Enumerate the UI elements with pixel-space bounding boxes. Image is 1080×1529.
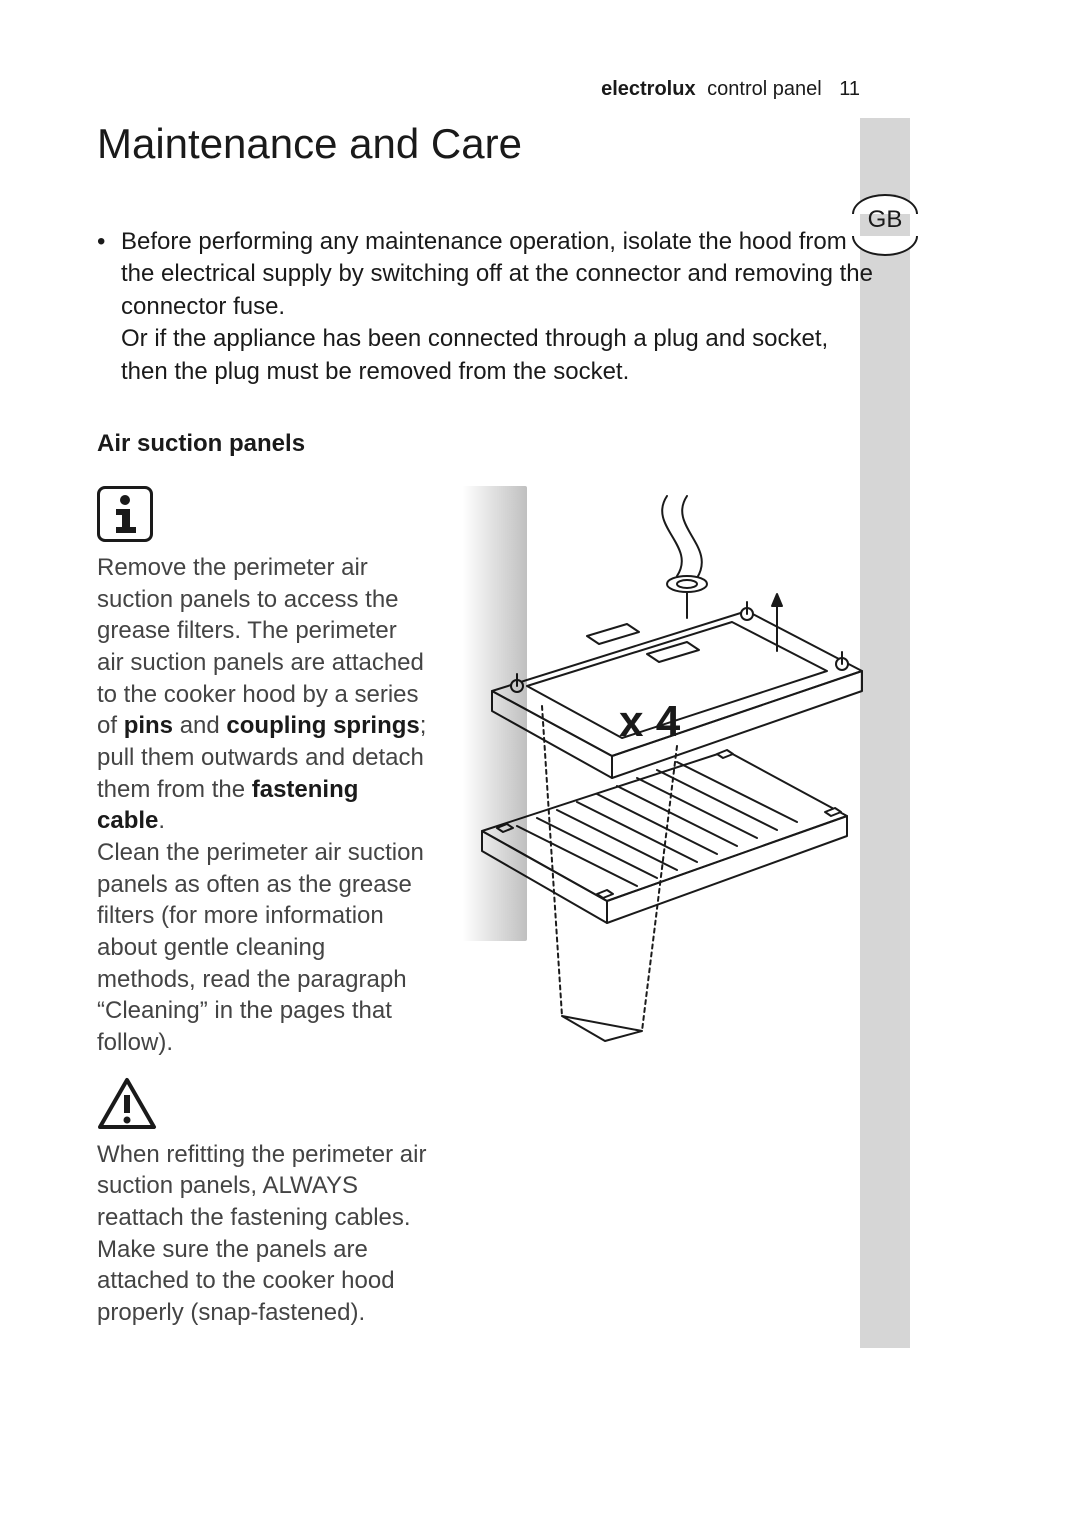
brand-name: electrolux	[601, 78, 695, 100]
two-column-layout: Remove the perimeter air suction panels …	[97, 486, 877, 1329]
text-column: Remove the perimeter air suction panels …	[97, 486, 427, 1329]
info-paragraph-1: Remove the perimeter air suction panels …	[97, 552, 427, 837]
bullet-dot: •	[97, 226, 121, 323]
diagram-multiplier-label: x 4	[619, 697, 681, 746]
air-suction-diagram: x 4	[447, 486, 877, 1046]
safety-text-2: Or if the appliance has been connected t…	[97, 323, 877, 388]
safety-bullet: • Before performing any maintenance oper…	[97, 226, 877, 388]
info-paragraph-2: Clean the perimeter air suction panels a…	[97, 837, 427, 1059]
warning-paragraph-2: Make sure the panels are attached to the…	[97, 1234, 427, 1329]
main-content: Maintenance and Care • Before performing…	[97, 120, 877, 1329]
info-icon	[97, 486, 153, 542]
page-number: 11	[839, 78, 860, 100]
warning-paragraph-1: When refitting the perimeter air suction…	[97, 1139, 427, 1234]
section-name: control panel	[707, 78, 822, 100]
page-title: Maintenance and Care	[97, 120, 877, 168]
page-header: electrolux control panel 11	[601, 78, 860, 101]
subheading-air-suction: Air suction panels	[97, 430, 877, 458]
warning-icon	[97, 1077, 157, 1131]
diagram-column: x 4	[447, 486, 877, 1329]
safety-text-1: Before performing any maintenance operat…	[121, 226, 877, 323]
